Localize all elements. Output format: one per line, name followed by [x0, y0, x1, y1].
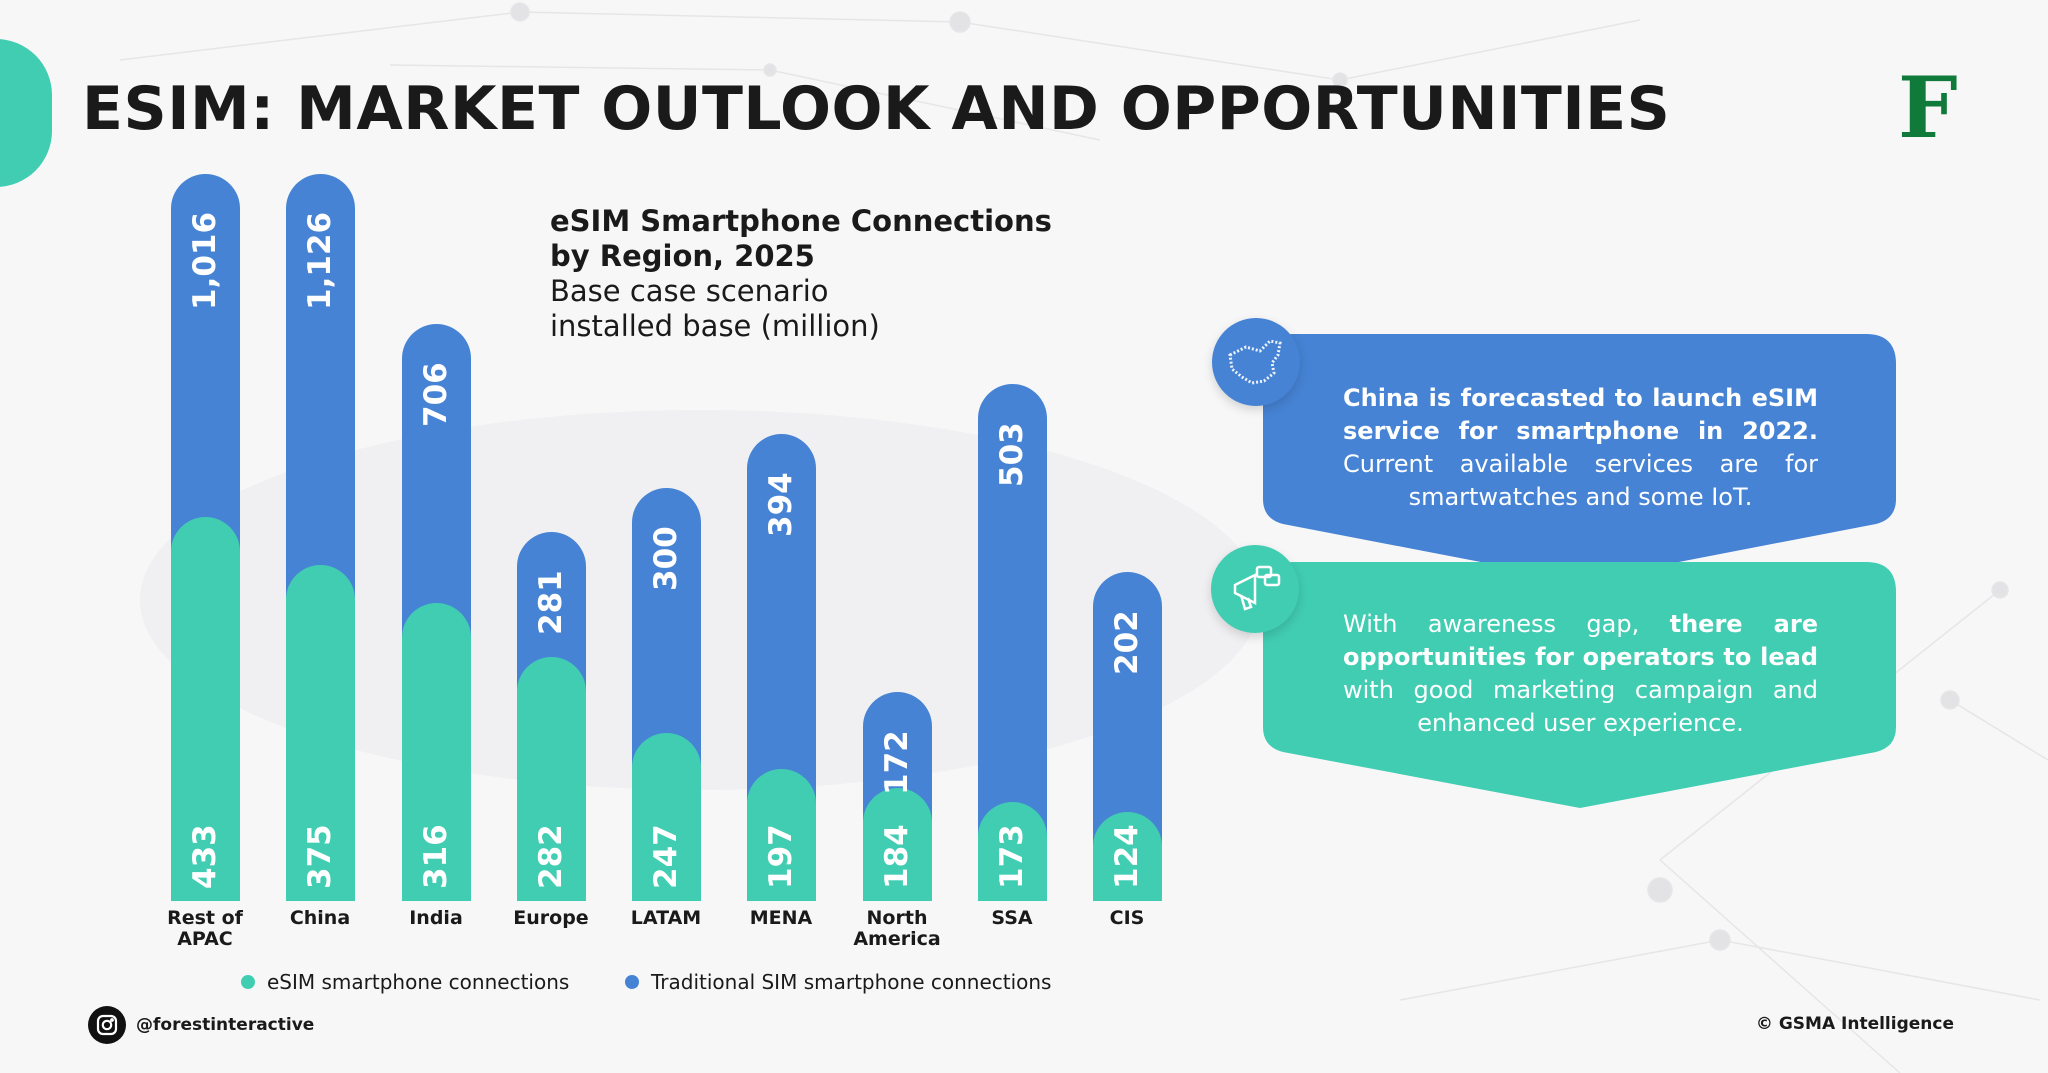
social-handle: @forestinteractive	[88, 1006, 314, 1044]
category-label: India	[376, 908, 496, 929]
category-label-line: Rest of	[167, 907, 243, 929]
data-label-esim: 184	[878, 824, 915, 889]
bar-segment-esim	[1092, 812, 1162, 901]
category-label-line: SSA	[991, 907, 1033, 929]
category-label: Rest of APAC	[145, 908, 265, 950]
card-bold-text: there are opportunities for operators to…	[1343, 610, 1818, 671]
bar-north-america: 172 184	[862, 692, 932, 901]
page-title: ESIM: MARKET OUTLOOK AND OPPORTUNITIES	[82, 74, 1671, 144]
category-label-line: LATAM	[630, 907, 702, 929]
category-label: SSA	[952, 908, 1072, 929]
category-label-line: China	[289, 907, 351, 929]
data-label-esim: 282	[532, 824, 569, 889]
data-label-esim: 197	[762, 824, 799, 889]
card-text: Current available services are for smart…	[1343, 450, 1818, 511]
card-text: with good marketing campaign and enhance…	[1343, 676, 1818, 737]
china-card-text: China is forecasted to launch eSIM servi…	[1343, 382, 1818, 514]
data-label-traditional: 202	[1108, 610, 1145, 675]
category-label-line: CIS	[1109, 907, 1145, 929]
bar-segment-esim	[401, 603, 471, 901]
bar-segment-esim	[170, 517, 240, 901]
chart-title-line: by Region, 2025	[550, 239, 815, 273]
opportunity-card-text: With awareness gap, there are opportunit…	[1343, 608, 1818, 740]
instagram-icon	[88, 1006, 126, 1044]
chart-title-line: eSIM Smartphone Connections	[550, 204, 1052, 238]
chart-subtitle-line: Base case scenario	[550, 274, 829, 308]
bar-segment-esim	[977, 802, 1047, 901]
bar-segment-esim	[285, 565, 355, 901]
legend-label: Traditional SIM smartphone connections	[651, 970, 1052, 994]
china-map-icon	[1212, 318, 1300, 406]
data-label-traditional: 172	[878, 730, 915, 795]
bar-rest-of-apac: 1,016 433	[170, 174, 240, 901]
category-label: MENA	[721, 908, 841, 929]
category-label-line: India	[409, 907, 463, 929]
bar-cis: 202 124	[1092, 572, 1162, 901]
data-label-esim: 316	[417, 824, 454, 889]
category-label: Europe	[491, 908, 611, 929]
bar-latam: 300 247	[631, 488, 701, 901]
category-label: North America	[837, 908, 957, 950]
china-info-card: China is forecasted to launch eSIM servi…	[1263, 334, 1896, 584]
bar-india: 706 316	[401, 324, 471, 901]
legend-swatch-esim	[241, 975, 255, 989]
data-label-traditional: 300	[647, 526, 684, 591]
data-label-esim: 375	[301, 824, 338, 889]
category-label-line: North	[866, 907, 928, 929]
category-label: CIS	[1067, 908, 1187, 929]
data-label-esim: 173	[993, 824, 1030, 889]
legend-item-esim: eSIM smartphone connections	[241, 970, 569, 994]
bar-segment-esim	[746, 769, 816, 901]
data-label-traditional: 1,126	[301, 211, 338, 310]
bar-segment-esim	[862, 788, 932, 901]
category-label: China	[260, 908, 380, 929]
legend-swatch-traditional	[625, 975, 639, 989]
data-label-traditional: 503	[993, 422, 1030, 487]
bar-mena: 394 197	[746, 434, 816, 901]
category-label-line: America	[853, 928, 941, 950]
opportunity-info-card: With awareness gap, there are opportunit…	[1263, 562, 1896, 812]
data-label-traditional: 394	[762, 472, 799, 537]
bar-segment-esim	[516, 657, 586, 901]
category-label-line: APAC	[177, 928, 233, 950]
bar-ssa: 503 173	[977, 384, 1047, 901]
source-credit: © GSMA Intelligence	[1755, 1014, 1954, 1034]
bar-china: 1,126 375	[285, 174, 355, 901]
chart-title: eSIM Smartphone Connections by Region, 2…	[550, 204, 1052, 344]
card-bold-text: China is forecasted to launch eSIM servi…	[1343, 384, 1818, 445]
data-label-traditional: 706	[417, 362, 454, 427]
data-label-esim: 433	[186, 824, 223, 889]
data-label-traditional: 281	[532, 570, 569, 635]
social-handle-text: @forestinteractive	[136, 1015, 315, 1035]
card-text: With awareness gap,	[1343, 610, 1670, 638]
legend-label: eSIM smartphone connections	[267, 970, 570, 994]
bar-europe: 281 282	[516, 532, 586, 901]
forest-logo: F	[1898, 58, 1958, 157]
category-label-line: Europe	[513, 907, 589, 929]
megaphone-icon	[1211, 545, 1299, 633]
category-label: LATAM	[606, 908, 726, 929]
data-label-esim: 247	[647, 824, 684, 889]
bar-segment-esim	[631, 733, 701, 901]
data-label-esim: 124	[1108, 824, 1145, 889]
data-label-traditional: 1,016	[186, 211, 223, 310]
chart-subtitle-line: installed base (million)	[550, 309, 880, 343]
legend-item-traditional: Traditional SIM smartphone connections	[625, 970, 1051, 994]
category-label-line: MENA	[749, 907, 813, 929]
